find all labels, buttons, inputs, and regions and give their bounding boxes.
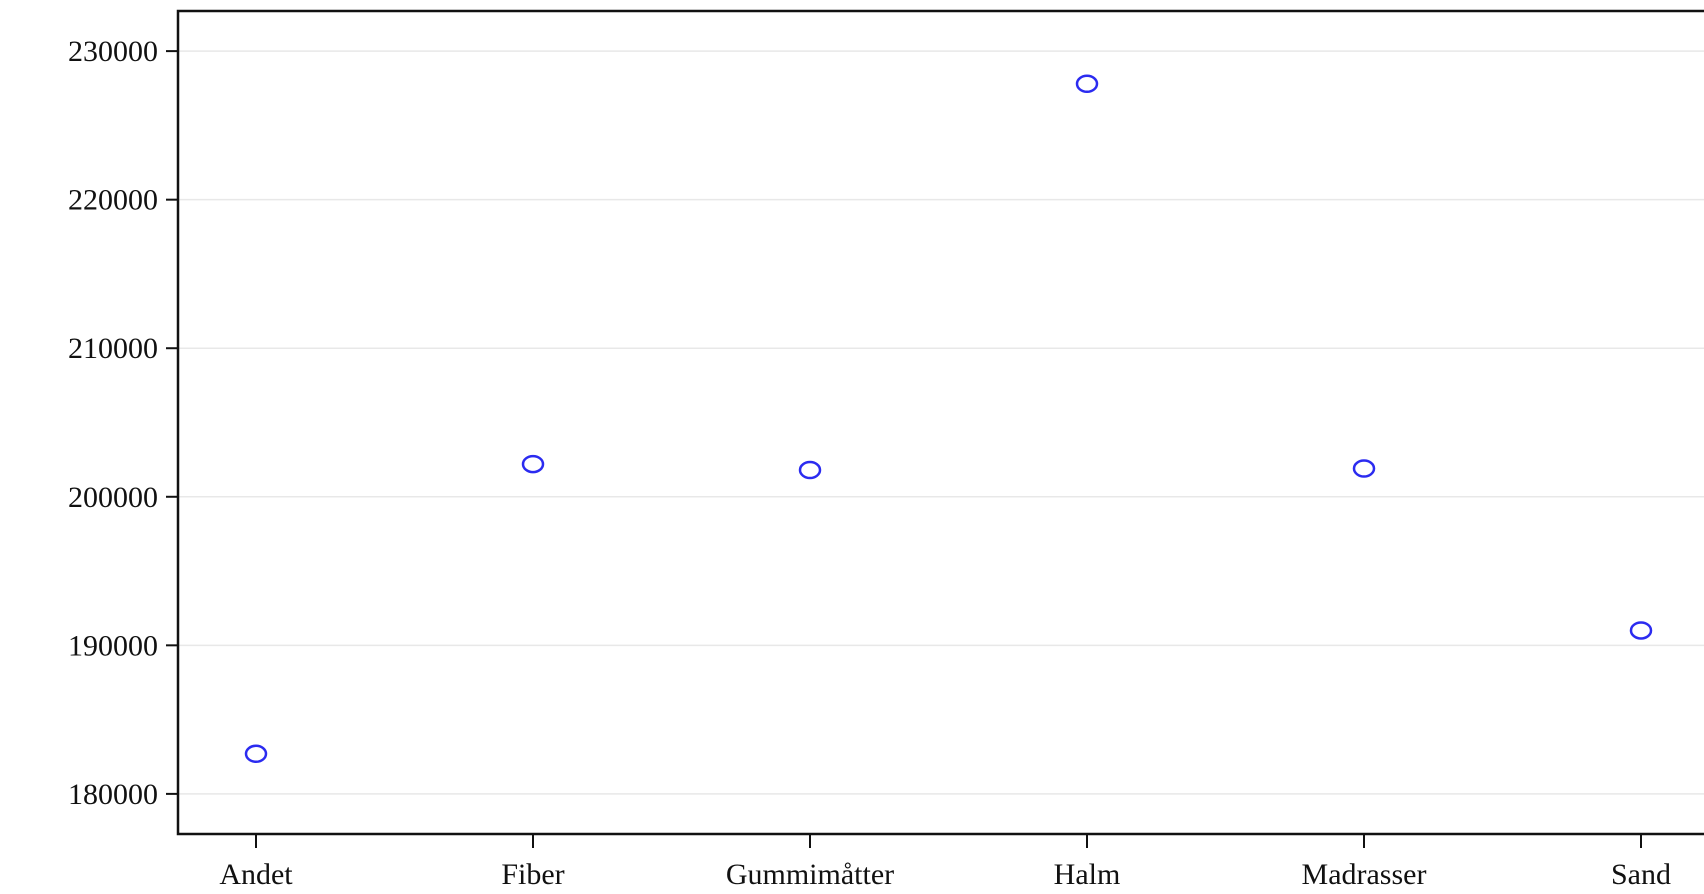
x-axis-ticks: Andet Fiber Gummimåtter Halm Madrasser Sand — [219, 834, 1671, 891]
y-tick-label: 200000 — [68, 481, 158, 514]
x-tick-label: Fiber — [501, 858, 564, 891]
data-point-fiber — [521, 454, 545, 474]
y-tick-label: 230000 — [68, 35, 158, 68]
y-tick-label: 180000 — [68, 778, 158, 811]
data-points — [244, 74, 1653, 764]
data-point-halm — [1075, 74, 1099, 94]
data-point-madrasser — [1352, 459, 1376, 478]
x-tick-label: Andet — [219, 858, 293, 891]
y-tick-label: 190000 — [68, 629, 158, 662]
y-tick-label: 220000 — [68, 184, 158, 217]
x-tick-label: Halm — [1054, 858, 1121, 891]
x-tick-label: Gummimåtter — [726, 858, 894, 891]
plot-frame — [176, 9, 1704, 836]
data-point-andet — [244, 744, 268, 764]
y-tick-label: 210000 — [68, 332, 158, 365]
grid-lines — [178, 50, 1704, 795]
y-axis-ticks: 180000 190000 200000 210000 220000 230000 — [68, 35, 178, 811]
x-tick-label: Madrasser — [1302, 858, 1427, 891]
x-tick-label: Sand — [1611, 858, 1671, 891]
data-point-gummimåtter — [798, 460, 822, 480]
data-point-sand — [1629, 621, 1653, 640]
